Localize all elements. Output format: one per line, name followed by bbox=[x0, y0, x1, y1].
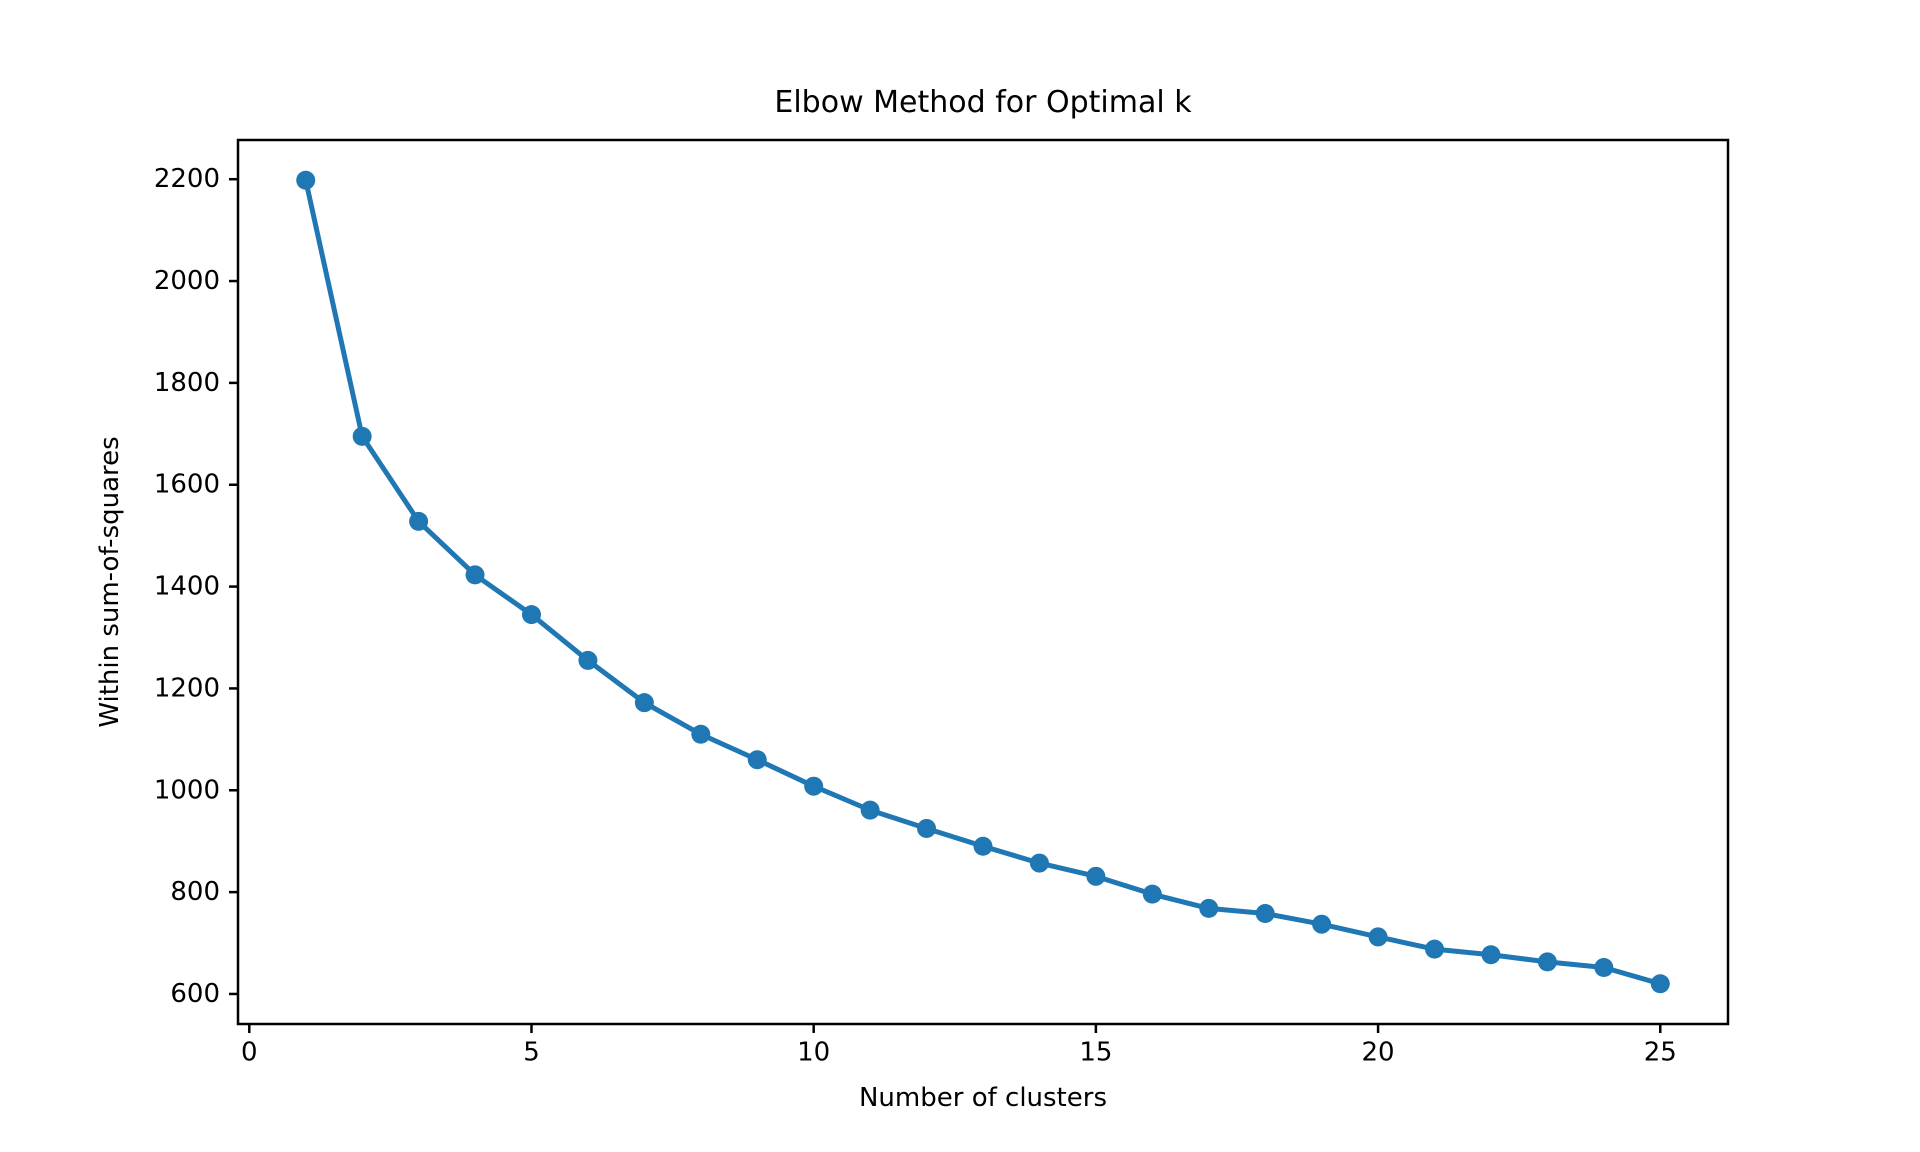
x-tick-label: 0 bbox=[241, 1037, 258, 1067]
data-point-k2 bbox=[352, 426, 372, 446]
data-point-k25 bbox=[1650, 974, 1670, 994]
data-point-k21 bbox=[1425, 939, 1445, 959]
data-point-k5 bbox=[521, 605, 541, 625]
data-point-k4 bbox=[465, 565, 485, 585]
data-point-k13 bbox=[973, 836, 993, 856]
plot-area: 0 5 10 15 20 25 600 800 1000 1200 1400 1600 1800 2000… bbox=[154, 138, 1730, 1067]
wss-line bbox=[303, 177, 1663, 987]
y-axis-label: Within sum-of-squares bbox=[95, 436, 125, 727]
axes-frame bbox=[236, 138, 1730, 1026]
data-point-k14 bbox=[1029, 853, 1049, 873]
data-point-k1 bbox=[296, 170, 316, 190]
data-point-k24 bbox=[1594, 957, 1614, 977]
data-point-k11 bbox=[860, 800, 880, 820]
data-point-k15 bbox=[1086, 866, 1106, 886]
y-tick-label: 1200 bbox=[154, 673, 220, 703]
data-point-k10 bbox=[804, 776, 824, 796]
data-point-k3 bbox=[409, 511, 429, 531]
x-axis-label: Number of clusters bbox=[859, 1083, 1107, 1113]
data-point-k16 bbox=[1142, 884, 1162, 904]
data-point-k6 bbox=[578, 650, 598, 670]
x-tick-label: 20 bbox=[1362, 1037, 1395, 1067]
data-point-k19 bbox=[1312, 914, 1332, 934]
data-point-k9 bbox=[747, 750, 767, 770]
data-point-k12 bbox=[917, 818, 937, 838]
data-point-k17 bbox=[1199, 898, 1219, 918]
data-point-k7 bbox=[634, 693, 654, 713]
data-point-k23 bbox=[1537, 952, 1557, 972]
y-tick-label: 2000 bbox=[154, 266, 220, 296]
y-tick-label: 1000 bbox=[154, 775, 220, 805]
data-point-k22 bbox=[1481, 945, 1501, 965]
x-tick-label: 5 bbox=[523, 1037, 540, 1067]
data-point-k18 bbox=[1255, 904, 1275, 923]
chart-title: Elbow Method for Optimal k bbox=[774, 85, 1192, 120]
y-tick-label: 600 bbox=[170, 979, 220, 1009]
x-tick-label: 25 bbox=[1644, 1037, 1677, 1067]
data-point-k20 bbox=[1368, 927, 1388, 947]
y-tick-label: 1800 bbox=[154, 368, 220, 398]
x-tick-label: 15 bbox=[1079, 1037, 1112, 1067]
x-tick-label: 10 bbox=[797, 1037, 830, 1067]
y-tick-label: 2200 bbox=[154, 164, 220, 194]
y-tick-label: 1400 bbox=[154, 572, 220, 602]
y-tick-label: 1600 bbox=[154, 470, 220, 500]
y-tick-label: 800 bbox=[170, 877, 220, 907]
data-point-k8 bbox=[691, 724, 711, 744]
